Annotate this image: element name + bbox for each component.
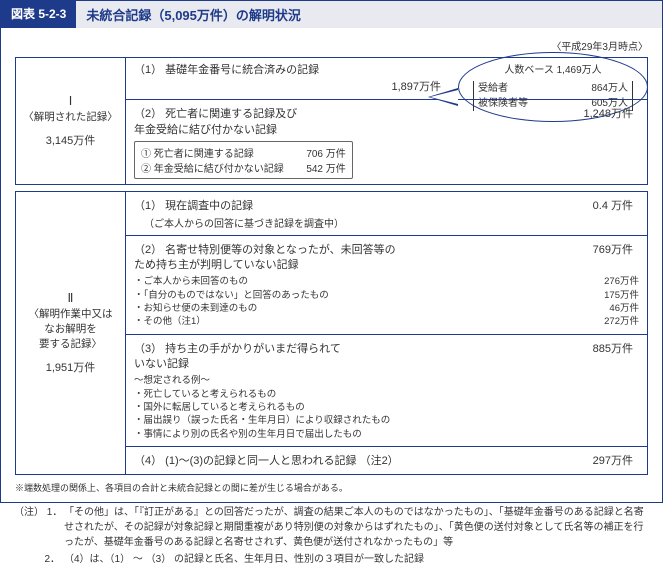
figure-container: 図表 5-2-3 未統合記録（5,095万件）の解明状況 〈平成29年3月時点〉… — [0, 0, 663, 503]
figure-header: 図表 5-2-3 未統合記録（5,095万件）の解明状況 — [1, 1, 662, 28]
timestamp: 〈平成29年3月時点〉 — [15, 38, 648, 53]
rounding-note: ※端数処理の関係上、各項目の合計と未統合記録との間に差が生じる場合がある。 — [15, 481, 648, 494]
row: （1） 基礎年金番号に統合済みの記録 1,897万件 — [126, 58, 647, 100]
sub-box: ① 死亡者に関連する記録706 万件 ② 年金受給に結び付かない記録542 万件 — [134, 141, 353, 179]
row: （1） 現在調査中の記録 0.4 万件 （ご本人からの回答に基づき記録を調査中） — [126, 192, 647, 235]
section-1-count: 3,145万件 — [46, 132, 96, 148]
section-1-label: 〈解明された記録〉 — [23, 110, 118, 125]
roman-1: Ⅰ — [69, 94, 73, 108]
section-2-count: 1,951万件 — [46, 359, 96, 375]
figure-title: 未統合記録（5,095万件）の解明状況 — [76, 1, 662, 28]
row: （2） 名寄せ特別便等の対象となったが、未回答等の ため持ち主が判明していない記… — [126, 236, 647, 335]
section-2-rows: （1） 現在調査中の記録 0.4 万件 （ご本人からの回答に基づき記録を調査中）… — [126, 192, 647, 474]
section-2-label: 〈解明作業中又は なお解明を 要する記録〉 — [29, 307, 113, 351]
section-1-left: Ⅰ 〈解明された記録〉 3,145万件 — [16, 58, 126, 184]
section-1-rows: （1） 基礎年金番号に統合済みの記録 1,897万件 （2） 死亡者に関連する記… — [126, 58, 647, 184]
section-2: Ⅱ 〈解明作業中又は なお解明を 要する記録〉 1,951万件 （1） 現在調査… — [15, 191, 648, 475]
assumed-examples: 〜想定される例〜 ・死亡していると考えられるもの ・国外に転居していると考えられ… — [134, 374, 639, 440]
figure-body: 〈平成29年3月時点〉 人数ベース 1,469万人 受給者 864万人 被保険者… — [1, 28, 662, 502]
section-2-left: Ⅱ 〈解明作業中又は なお解明を 要する記録〉 1,951万件 — [16, 192, 126, 474]
roman-2: Ⅱ — [68, 291, 74, 305]
figure-number: 図表 5-2-3 — [1, 1, 76, 28]
row: （3） 持ち主の手がかりがいまだ得られて いない記録 885万件 〜想定される例… — [126, 335, 647, 447]
section-1: Ⅰ 〈解明された記録〉 3,145万件 （1） 基礎年金番号に統合済みの記録 1… — [15, 57, 648, 185]
footnotes: （注） 1． 「その他」は、「『訂正がある』との回答だったが、調査の結果ご本人の… — [0, 505, 663, 577]
row: （4） (1)〜(3)の記録と同一人と思われる記録 （注2） 297万件 — [126, 447, 647, 474]
row: （2） 死亡者に関連する記録及び 年金受給に結び付かない記録 1,248万件 ①… — [126, 100, 647, 184]
bullets: ・ご本人から未回答のもの276万件 ・「自分のものではない」と回答のあったもの1… — [134, 275, 639, 328]
